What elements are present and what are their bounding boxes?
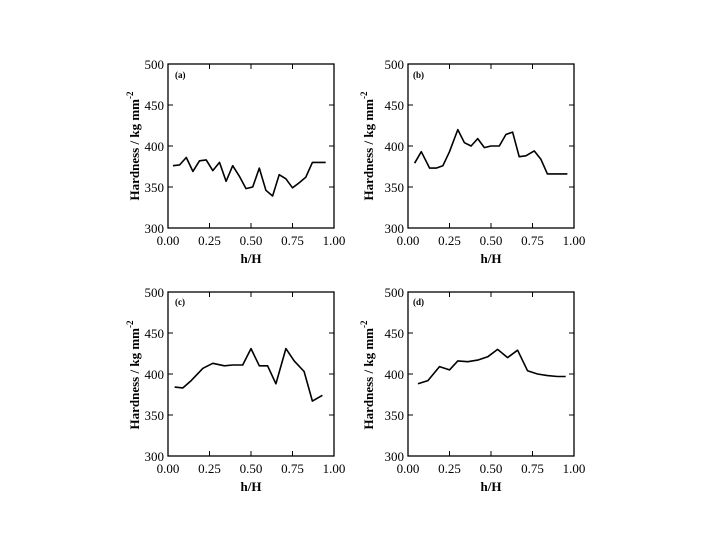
y-tick-label: 450: [385, 326, 405, 341]
panel-label: (b): [413, 70, 424, 80]
x-tick-label: 0.50: [240, 233, 263, 248]
plot-marks: 0.00 0.25 0.50 0.75 1.00 300 350 400 450 500: [385, 57, 586, 248]
panel-label: (a): [175, 70, 186, 80]
y-axis-label: Hardness / kg mm-2: [125, 91, 142, 200]
x-axis-label: h/H: [481, 479, 502, 494]
plot-marks: 0.00 0.25 0.50 0.75 1.00 300 350 400 450 500: [385, 285, 586, 476]
x-tick-label: 0.00: [157, 461, 180, 476]
x-tick-label: 1.00: [323, 461, 346, 476]
plot-frame: [167, 63, 335, 229]
y-tick-label: 500: [145, 57, 165, 72]
x-axis-label: h/H: [481, 251, 502, 266]
series-line: [417, 348, 566, 385]
y-axis-label: Hardness / kg mm-2: [359, 320, 376, 429]
y-tick-label: 300: [385, 449, 405, 464]
plot-frame: [167, 291, 335, 457]
x-tick-label: 0.25: [198, 233, 221, 248]
x-tick-label: 0.25: [438, 233, 461, 248]
x-tick-label: 1.00: [563, 233, 586, 248]
y-tick-label: 400: [145, 139, 165, 154]
y-tick-label: 350: [385, 408, 405, 423]
series-line: [413, 128, 568, 175]
x-tick-label: 0.50: [240, 461, 263, 476]
x-tick-label: 0.00: [397, 461, 420, 476]
x-tick-label: 0.75: [521, 461, 544, 476]
x-tick-label: 0.75: [521, 233, 544, 248]
chart-panel-d: (d) h/H Hardness / kg mm-2 0.00 0.25 0.50 0…: [359, 285, 585, 494]
x-tick-label: 0.50: [480, 233, 503, 248]
y-tick-label: 350: [385, 180, 405, 195]
x-tick-label: 0.25: [438, 461, 461, 476]
x-axis-label: h/H: [241, 251, 262, 266]
y-tick-label: 450: [385, 98, 405, 113]
y-tick-label: 400: [385, 367, 405, 382]
y-tick-label: 500: [385, 57, 405, 72]
x-axis-label: h/H: [241, 479, 262, 494]
y-tick-label: 450: [145, 98, 165, 113]
chart-panel-a: (a) h/H Hardness / kg mm-2 0.00 0.25 0.50 0…: [125, 57, 345, 266]
y-tick-label: 500: [145, 285, 165, 300]
x-tick-label: 0.25: [198, 461, 221, 476]
x-tick-label: 0.75: [281, 233, 304, 248]
y-tick-label: 350: [145, 408, 165, 423]
panel-label: (c): [175, 297, 185, 307]
series-line: [174, 347, 323, 402]
x-tick-label: 1.00: [323, 233, 346, 248]
x-tick-label: 1.00: [563, 461, 586, 476]
chart-panel-c: (c) h/H Hardness / kg mm-2 0.00 0.25 0.50 0…: [125, 285, 345, 494]
plot-marks: 0.00 0.25 0.50 0.75 1.00 300 350 400 450 500: [145, 57, 346, 248]
y-tick-label: 450: [145, 326, 165, 341]
y-tick-label: 350: [145, 180, 165, 195]
y-tick-label: 400: [145, 367, 165, 382]
y-axis-label: Hardness / kg mm-2: [359, 91, 376, 200]
y-tick-label: 300: [145, 449, 165, 464]
y-tick-label: 500: [385, 285, 405, 300]
chart-panel-b: (b) h/H Hardness / kg mm-2 0.00 0.25 0.50 0…: [359, 57, 585, 266]
series-line: [172, 156, 326, 197]
y-tick-label: 400: [385, 139, 405, 154]
x-tick-label: 0.00: [157, 233, 180, 248]
y-axis-label: Hardness / kg mm-2: [125, 320, 142, 429]
y-tick-label: 300: [145, 221, 165, 236]
y-tick-label: 300: [385, 221, 405, 236]
x-tick-label: 0.00: [397, 233, 420, 248]
x-tick-label: 0.75: [281, 461, 304, 476]
plot-marks: 0.00 0.25 0.50 0.75 1.00 300 350 400 450 500: [145, 285, 346, 476]
x-tick-label: 0.50: [480, 461, 503, 476]
panel-label: (d): [413, 297, 424, 307]
